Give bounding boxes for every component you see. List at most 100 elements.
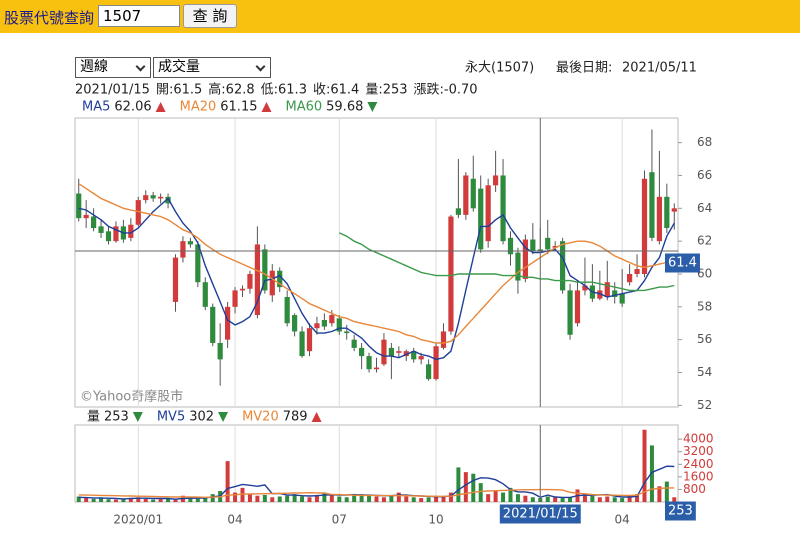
candle-body [306,328,313,352]
info-value: 253 [383,83,408,98]
mv-line [78,465,675,500]
value-box-bg [499,504,581,524]
legend-name: MA20 [180,100,217,115]
last-date-label: 最後日期: [556,61,612,76]
candle-body [485,185,491,242]
volume-tick-label: 1600 [683,469,714,483]
ma-line [78,197,675,361]
y-tick-label: 68 [697,135,712,149]
candle-body [612,290,618,297]
info-label: 量: [365,83,382,98]
volume-tick-label: 800 [683,482,706,496]
info-label: 高: [208,82,225,98]
volume-bar [419,498,424,502]
x-tick-label: 04 [615,513,630,527]
ma-line [78,183,675,344]
volume-bar [285,495,290,502]
volume-bar [314,494,319,502]
indicator-select[interactable]: 成交量 [153,57,271,78]
candle-body [641,178,648,274]
candle-body [537,249,543,252]
candle-body [396,351,402,353]
legend-name: MV5 [157,410,185,425]
candle-body [522,239,528,279]
search-bar: 股票代號查詢 1507 查 詢 [0,0,800,33]
period-select[interactable]: 週線 [75,57,151,78]
volume-bar [649,445,654,502]
stock-code-input[interactable]: 1507 [98,5,180,27]
volume-bar [195,498,200,502]
trend-arrow [261,102,272,112]
volume-bar [166,498,171,502]
search-button[interactable]: 查 詢 [183,4,237,28]
volume-bar [672,497,677,502]
volume-bar [411,497,416,502]
candle-body [381,339,387,365]
volume-bar [262,494,267,502]
candle-body [373,367,380,370]
legend-value: 59.68 [326,100,363,115]
candle-body [366,356,372,370]
volume-bar [352,495,357,502]
legend-value: 302 [189,410,214,425]
info-label: 漲跌: [414,82,444,98]
volume-bar [389,495,394,502]
candle-body [604,282,610,297]
legend-name: MA60 [285,100,322,115]
volume-bar [300,496,305,502]
legend-value: 62.06 [114,100,151,115]
volume-bar [456,467,461,502]
volume-bar [627,495,632,502]
x-tick-label: 04 [227,513,242,527]
volume-bar [597,497,602,502]
candle-body [128,224,134,238]
candle-body [329,315,335,324]
info-value: 62.8 [226,83,255,98]
candle-body [187,241,193,245]
info-date: 2021/01/15 [75,83,150,98]
volume-bar [538,498,543,502]
value-box-bg [665,253,700,273]
candle-body [165,196,171,204]
volume-bar [225,461,230,502]
x-tick-label: 2020/01 [113,513,163,527]
volume-tick-label: 2400 [683,457,714,471]
y-tick-label: 52 [697,398,712,412]
volume-bar [84,498,89,502]
volume-bar [99,497,104,502]
volume-bar [612,497,617,502]
volume-bar [121,498,126,502]
trend-arrow [367,102,378,112]
value-box-bg [665,501,696,521]
info-value: -0.70 [444,83,478,98]
info-label: 低: [261,83,278,98]
volume-bar [91,498,96,502]
candle-body [113,226,119,242]
candle-body [493,175,499,186]
candle-body [321,319,327,327]
volume-bar [247,494,252,502]
candle-body [649,172,655,238]
volume-bar [151,499,156,502]
volume-bar [486,494,491,502]
volume-bar [426,497,431,502]
price-panel [74,117,679,408]
candle-body [582,285,588,291]
info-label: 收: [313,83,330,98]
candle-body [478,188,484,250]
candle-body [239,288,246,291]
legend-name: MV20 [242,410,279,425]
volume-bar [113,499,118,502]
trend-arrow [311,412,322,422]
info-value: 61.4 [330,83,359,98]
info-value: 61.3 [278,83,307,98]
volume-bar [560,498,565,502]
volume-tick-label: 3200 [683,444,714,458]
candle-body [634,269,640,274]
candle-body [448,216,454,332]
candle-body [83,214,89,219]
candle-body [388,347,394,357]
stock-name: 永大(1507) [465,61,534,76]
volume-bar [434,495,439,502]
volume-bar [508,487,513,502]
